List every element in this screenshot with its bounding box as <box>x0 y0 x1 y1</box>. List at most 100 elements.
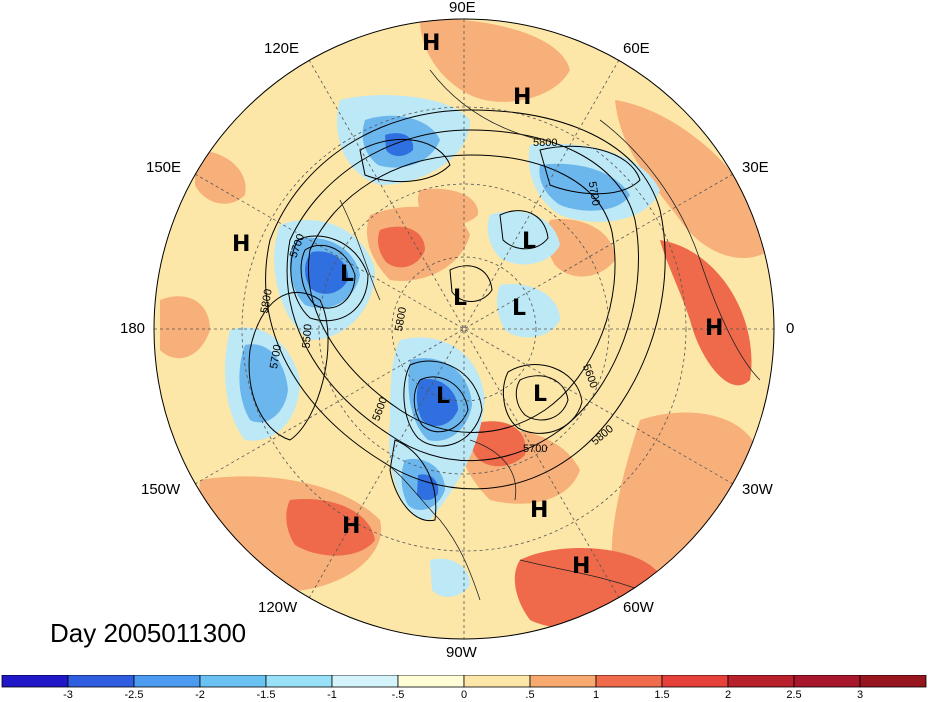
longitude-label-30e: 30E <box>742 159 769 176</box>
colorbar-tick-label: 2 <box>724 689 732 701</box>
longitude-label-90w: 90W <box>446 644 477 661</box>
colorbar-tick-label: -1.5 <box>256 689 276 701</box>
contour-line <box>290 235 369 322</box>
cold-region <box>430 558 470 597</box>
coastline <box>519 559 641 591</box>
pressure-centers: H H H L L L L H L L H H H <box>232 31 723 579</box>
height-contours <box>248 109 666 522</box>
warm-region <box>160 296 210 359</box>
contour-line <box>413 376 469 433</box>
colorbar-segment <box>331 675 399 688</box>
contour-label: 5800 <box>393 306 409 332</box>
colorbar-tick-label: 1.5 <box>654 689 670 701</box>
colorbar-tick-label: .5 <box>525 689 535 701</box>
cold-region <box>497 284 560 338</box>
contour-line <box>499 210 549 250</box>
coastline <box>429 69 541 141</box>
contour-label: 5700 <box>268 344 284 370</box>
contour-line <box>449 265 493 302</box>
map-boundary <box>153 18 775 640</box>
longitude-label-60e: 60E <box>623 40 650 57</box>
contour-line <box>502 364 583 434</box>
colorbar-segment <box>463 675 531 688</box>
colorbar-segment <box>793 675 861 688</box>
contour-line <box>389 439 437 522</box>
colorbar-segment <box>727 675 795 688</box>
pressure-center-high: H <box>530 498 548 523</box>
warm-region <box>378 226 425 268</box>
colorbar-tick-label: -2 <box>195 689 205 701</box>
contour-line <box>515 375 569 421</box>
contour-label: 5500 <box>300 323 314 348</box>
contour-line <box>403 360 483 447</box>
colorbar-tick-label: 1 <box>592 689 600 701</box>
latitude-circle <box>391 256 537 402</box>
latitude-circle <box>318 183 610 475</box>
contour-label: 5700 <box>523 443 547 455</box>
colorbar-segment <box>859 675 927 688</box>
latitude-circle <box>241 106 687 552</box>
colorbar-tick-label: 3 <box>856 689 864 701</box>
colorbar-segment <box>595 675 663 688</box>
cold-region <box>487 211 560 265</box>
coastline <box>339 199 381 301</box>
colorbar-tick-label: -1 <box>327 689 337 701</box>
colorbar <box>1 675 927 688</box>
contour-label: 5800 <box>533 137 557 149</box>
contour-line <box>359 138 451 183</box>
pressure-center-high: H <box>422 31 440 56</box>
warm-region <box>417 188 479 226</box>
warm-region <box>611 412 761 592</box>
longitude-label-150e: 150E <box>146 159 182 176</box>
longitude-label-120w: 120W <box>258 599 298 616</box>
meridian-line <box>194 173 734 485</box>
warm-region <box>546 219 615 277</box>
graticule <box>154 19 774 639</box>
cold-region <box>239 344 288 423</box>
pressure-center-low: L <box>512 296 526 321</box>
contour-line <box>265 109 666 490</box>
pressure-center-low: L <box>533 382 547 407</box>
longitude-label-120e: 120E <box>264 40 300 57</box>
pressure-center-low: L <box>522 229 536 254</box>
pressure-center-low: L <box>453 286 467 311</box>
contour-line <box>300 244 356 309</box>
pressure-center-high: H <box>572 554 590 579</box>
colorbar-tick-label: 0 <box>460 689 468 701</box>
meridian-line <box>308 59 620 599</box>
longitude-label-180: 180 <box>120 320 146 337</box>
contour-label: 5700 <box>586 181 602 207</box>
colorbar-tick-label: 2.5 <box>786 689 802 701</box>
cold-region <box>304 251 349 294</box>
longitude-label-60w: 60W <box>623 599 654 616</box>
colorbar-segment <box>529 675 597 688</box>
pressure-center-low: L <box>340 262 354 287</box>
cold-region <box>539 163 630 211</box>
colorbar-tick-label: -2.5 <box>124 689 144 701</box>
pressure-center-low: L <box>436 384 450 409</box>
contour-line <box>539 145 641 195</box>
colorbar-segment <box>1 675 69 688</box>
warm-region <box>420 19 570 102</box>
date-title: Day 2005011300 <box>50 618 247 648</box>
warm-region <box>195 150 246 204</box>
pressure-center-high: H <box>232 232 250 257</box>
colorbar-segment <box>67 675 135 688</box>
longitude-label-0: 0 <box>786 320 795 337</box>
meridian-line <box>194 173 734 485</box>
coastlines <box>339 69 761 601</box>
warm-region <box>286 499 375 556</box>
coastline <box>379 459 481 601</box>
pressure-center-high: H <box>705 316 723 341</box>
warm-region <box>615 100 770 259</box>
contour-line <box>308 154 616 433</box>
contour-line <box>286 129 639 462</box>
contour-line <box>248 291 329 441</box>
colorbar-segment <box>199 675 267 688</box>
colorbar-segment <box>661 675 729 688</box>
coastline <box>469 439 517 501</box>
colorbar-tick-label: -.5 <box>391 689 405 701</box>
pressure-center-high: H <box>342 514 360 539</box>
warm-region <box>660 240 752 386</box>
colorbar-segment <box>397 675 465 688</box>
